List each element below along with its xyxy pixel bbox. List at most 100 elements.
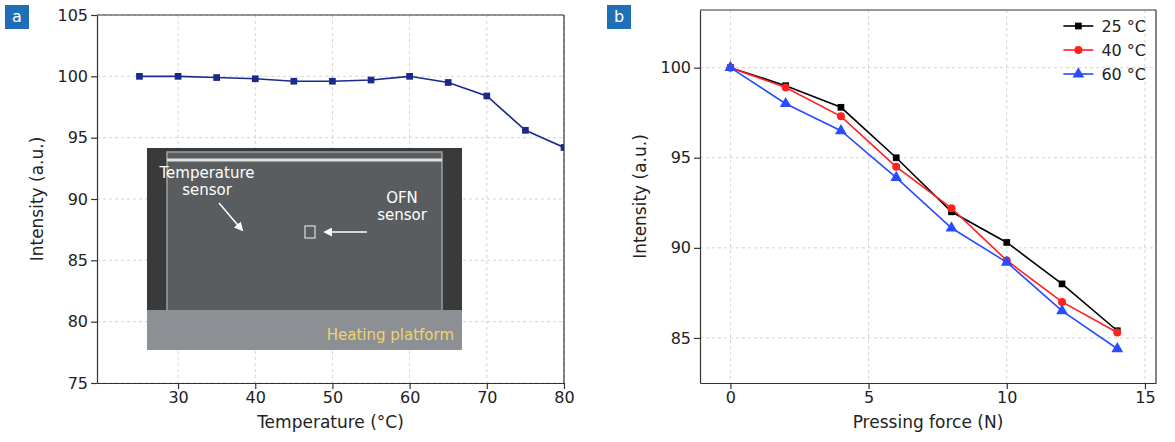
annotation: Temperaturesensor (158, 164, 254, 199)
marker (1003, 239, 1010, 246)
tick-label: 10 (997, 388, 1017, 407)
marker (780, 97, 792, 107)
tick-label: 80 (68, 312, 88, 331)
y-axis: 7580859095100105 (57, 6, 97, 393)
tick-label: 50 (323, 388, 343, 407)
marker (445, 79, 452, 86)
tick: 30 (168, 383, 188, 407)
tick: 60 (400, 383, 420, 407)
plot-area (725, 61, 1124, 352)
inset-background (147, 148, 462, 350)
tick-mark (91, 199, 97, 200)
frame (700, 9, 1156, 10)
frame (563, 15, 564, 383)
tick: 85 (68, 251, 97, 270)
tick-mark (91, 383, 97, 384)
grid-line (97, 15, 564, 16)
tick-label: 70 (477, 388, 497, 407)
legend-label: 40 °C (1101, 41, 1146, 60)
y-axis: 85 90 95 100 (660, 11, 700, 384)
panel-label-box (607, 5, 631, 29)
marker (136, 73, 143, 80)
marker (837, 112, 845, 120)
grid-line (868, 10, 869, 383)
legend-item: 60 °C (1063, 65, 1146, 84)
marker (725, 61, 737, 71)
y-axis-title: Intensity (a.u.) (27, 137, 47, 262)
tick-label: 90 (68, 190, 88, 209)
grid-line (700, 67, 1156, 68)
tick: 75 (68, 374, 97, 393)
tick: 40 (246, 383, 266, 407)
tick: 0 (726, 383, 736, 407)
marker (835, 124, 847, 134)
tick: 10 (997, 383, 1017, 407)
annotation: OFNsensor (377, 189, 428, 224)
tick-mark (91, 15, 97, 16)
marker (890, 171, 902, 181)
marker (892, 163, 900, 171)
tick: 85 (671, 329, 700, 348)
tick: 100 (660, 58, 700, 77)
marker (948, 204, 956, 212)
x-axis-title: Pressing force (N) (853, 412, 1004, 432)
tick: 95 (671, 148, 700, 167)
marker (175, 73, 182, 80)
figure: Temperaturesensor OFNsensor Heating platfo… (0, 0, 1175, 442)
tick-mark (694, 248, 700, 249)
panel-letter: a (12, 7, 22, 26)
panel: 051015859095100Pressing force (N)Intensi… (607, 5, 1157, 432)
grid-line (700, 157, 1156, 158)
sensor-icon (305, 226, 315, 238)
panel-letter: b (614, 7, 624, 26)
annotation: Heating platform (327, 326, 454, 344)
tick-mark (694, 158, 700, 159)
panel-label: b (607, 5, 631, 29)
marker (368, 77, 375, 84)
tick: 80 (68, 312, 97, 331)
marker (1059, 281, 1066, 288)
tick-mark (91, 76, 97, 77)
tick-label: 75 (68, 374, 88, 393)
tick-label: 90 (671, 238, 691, 257)
legend-marker (1075, 23, 1082, 30)
glass-rim (167, 159, 442, 162)
legend-label: 60 °C (1101, 65, 1146, 84)
marker (893, 154, 900, 161)
tick-mark (91, 260, 97, 261)
series-line (139, 76, 564, 147)
axis-line (700, 11, 701, 384)
grid (700, 10, 1156, 383)
tick-label: 60 (400, 388, 420, 407)
frame (1155, 10, 1156, 383)
marker (213, 74, 220, 81)
marker (522, 127, 529, 134)
axis-line (701, 383, 1157, 384)
grid-line (564, 15, 565, 383)
grid-line (97, 137, 564, 138)
grid (97, 15, 564, 383)
x-axis: 0 5 10 15 (701, 383, 1157, 407)
tick-mark (91, 322, 97, 323)
tick-label: 30 (168, 388, 188, 407)
grid-line (97, 383, 564, 384)
marker (782, 83, 790, 91)
marker (290, 78, 297, 85)
marker (329, 78, 336, 85)
platform (147, 310, 462, 350)
tick-mark (91, 138, 97, 139)
tick: 5 (864, 383, 874, 407)
tick: 100 (57, 67, 97, 86)
tick-label: 85 (68, 251, 88, 270)
legend-item: 40 °C (1063, 41, 1146, 60)
axis-line (98, 383, 565, 384)
x-axis-title: Temperature (°C) (256, 412, 404, 432)
tick-label: 80 (554, 388, 574, 407)
tick-label: 5 (864, 388, 874, 407)
marker (1111, 342, 1123, 352)
tick-label: 100 (660, 58, 691, 77)
tick-label: 95 (68, 128, 88, 147)
plot-area (136, 73, 564, 151)
panel-label-box (5, 5, 29, 29)
tick: 15 (1135, 383, 1155, 407)
